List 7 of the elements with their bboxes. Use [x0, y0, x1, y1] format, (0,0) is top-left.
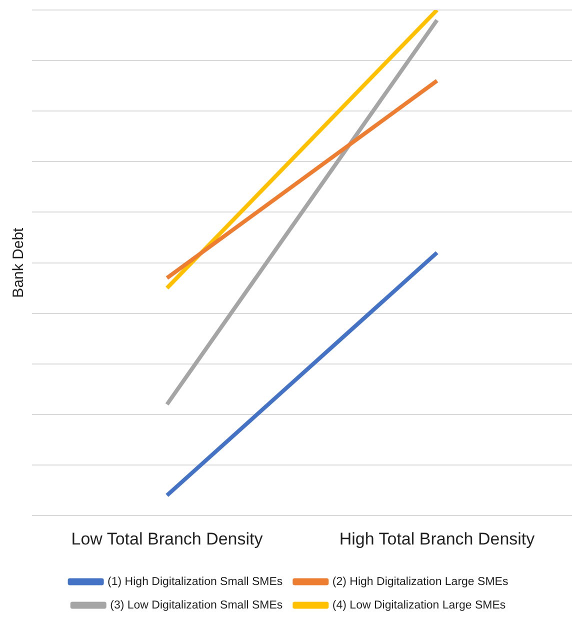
- legend-label: (2) High Digitalization Large SMEs: [332, 576, 508, 588]
- x-tick-label: High Total Branch Density: [339, 529, 536, 548]
- legend-label: (4) Low Digitalization Large SMEs: [332, 599, 506, 612]
- legend-label: (1) High Digitalization Small SMEs: [108, 576, 283, 588]
- legend-label: (3) Low Digitalization Small SMEs: [110, 599, 283, 612]
- x-tick-label: Low Total Branch Density: [71, 529, 264, 548]
- y-axis-title: Bank Debt: [10, 226, 28, 298]
